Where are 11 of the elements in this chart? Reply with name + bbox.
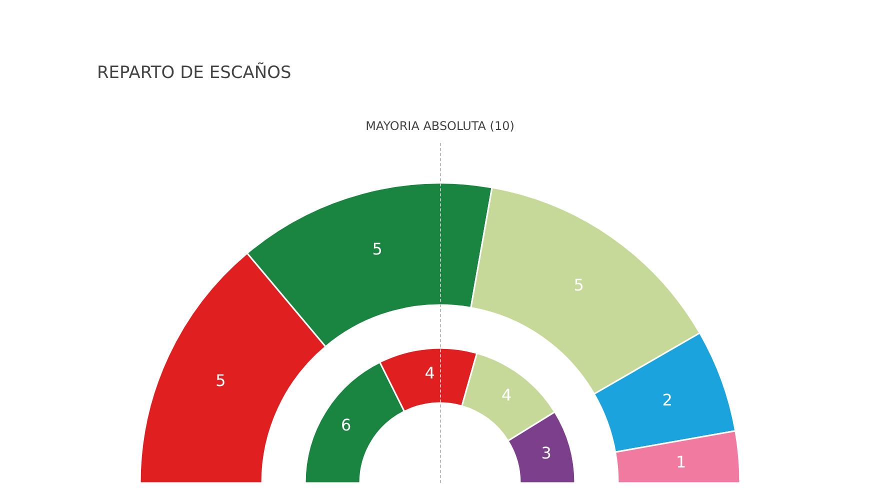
- data-label: 4: [501, 385, 512, 404]
- data-label: 3: [541, 443, 552, 462]
- text: MAYORIA ABSOLUTA (10): [364, 119, 516, 133]
- data-label: 5: [216, 371, 226, 390]
- data-label: 2: [662, 390, 672, 410]
- data-label: 5: [372, 240, 382, 259]
- data-label: 1: [676, 452, 686, 472]
- chart-title: REPARTO DE ESCAÑOS: [97, 63, 292, 83]
- data-label: 4: [424, 363, 435, 382]
- data-label: 5: [574, 275, 584, 294]
- data-label: 6: [340, 415, 352, 434]
